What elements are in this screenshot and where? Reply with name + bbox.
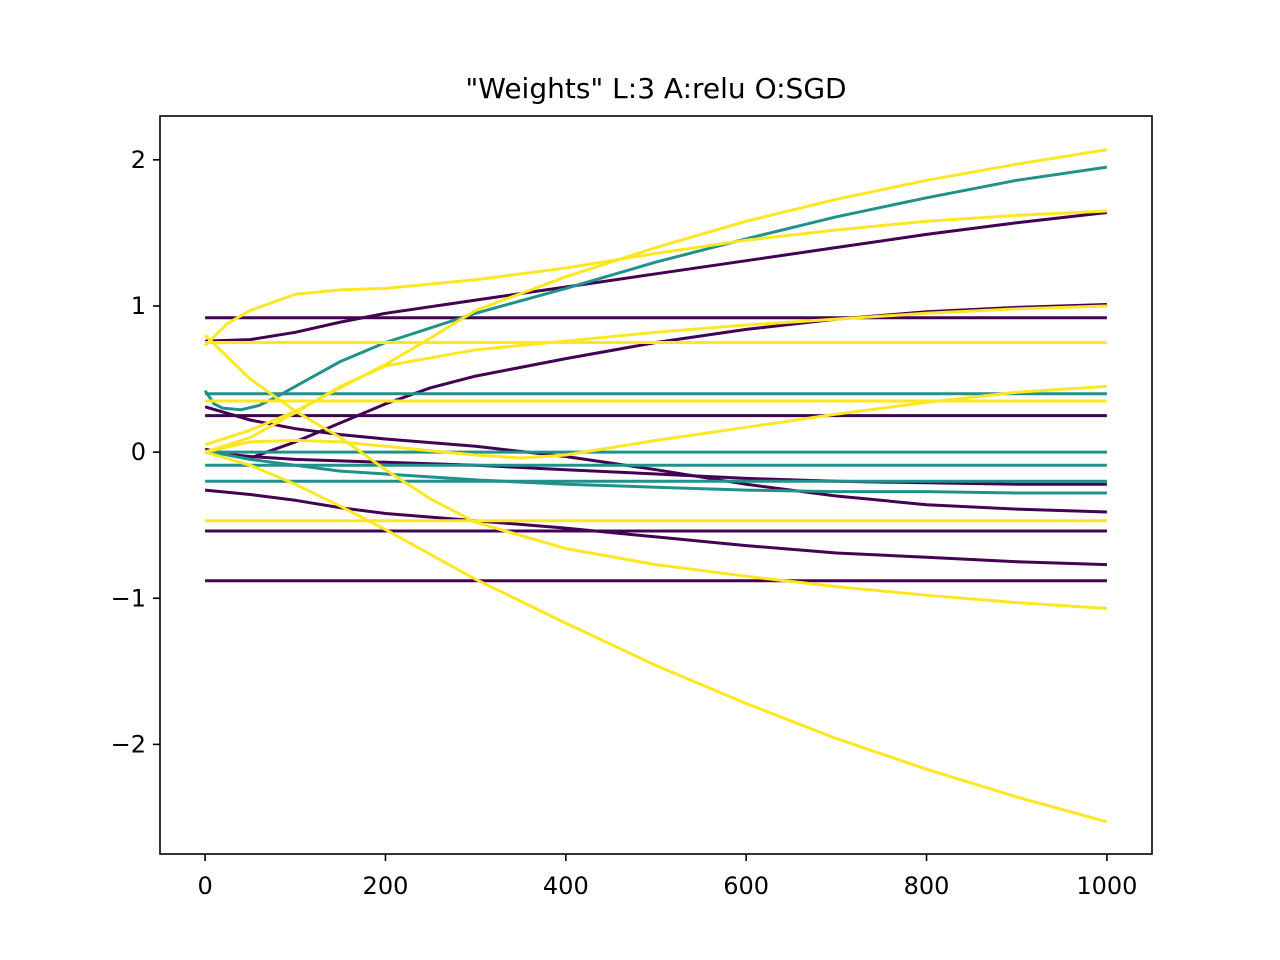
x-tick-label: 400 bbox=[543, 872, 589, 900]
weight-series-line-15 bbox=[204, 449, 1107, 495]
chart-title: "Weights" L:3 A:relu O:SGD bbox=[465, 72, 846, 105]
weight-series-line-22 bbox=[204, 334, 1107, 610]
y-tick-label: 0 bbox=[131, 438, 146, 466]
x-tick-label: 1000 bbox=[1076, 872, 1137, 900]
x-tick-label: 800 bbox=[904, 872, 950, 900]
series-layer bbox=[203, 148, 1108, 824]
y-tick-label: 1 bbox=[131, 292, 146, 320]
y-tick-label: 2 bbox=[131, 146, 146, 174]
x-axis: 0 200 400 600 800 1000 bbox=[197, 854, 1137, 900]
weight-series-line-19 bbox=[204, 209, 1107, 347]
x-tick-label: 600 bbox=[723, 872, 769, 900]
y-tick-label: −1 bbox=[111, 584, 146, 612]
y-axis: 2 1 0 −1 −2 bbox=[111, 146, 160, 758]
x-tick-label: 0 bbox=[197, 872, 212, 900]
x-tick-label: 200 bbox=[363, 872, 409, 900]
weight-series-line-24 bbox=[204, 384, 1107, 460]
weight-series-line-9 bbox=[204, 488, 1107, 567]
weight-series-line-23 bbox=[204, 450, 1108, 824]
y-tick-label: −2 bbox=[111, 730, 146, 758]
plot-frame bbox=[159, 115, 1153, 855]
